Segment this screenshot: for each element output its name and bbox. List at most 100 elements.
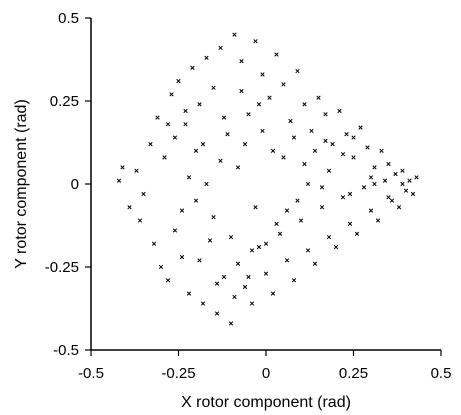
data-point-stroke bbox=[291, 135, 297, 140]
data-point bbox=[312, 148, 318, 153]
data-point-stroke bbox=[137, 218, 143, 223]
data-point-stroke bbox=[190, 65, 195, 70]
data-point-stroke bbox=[183, 122, 188, 127]
data-point-stroke bbox=[281, 155, 286, 160]
y-tick-label: 0 bbox=[71, 176, 79, 193]
data-point-stroke bbox=[351, 135, 356, 140]
data-point-stroke bbox=[400, 181, 405, 187]
data-point bbox=[354, 231, 360, 236]
data-point bbox=[274, 52, 279, 57]
data-point bbox=[214, 311, 220, 316]
data-point-stroke bbox=[172, 228, 178, 233]
data-point-stroke bbox=[340, 151, 346, 157]
data-point-stroke bbox=[263, 271, 269, 276]
data-point bbox=[379, 148, 384, 153]
data-point-stroke bbox=[284, 258, 290, 263]
data-point bbox=[344, 132, 349, 137]
data-point bbox=[172, 135, 178, 140]
data-point-stroke bbox=[260, 128, 265, 134]
data-point bbox=[193, 148, 199, 153]
data-point bbox=[333, 244, 339, 250]
data-point bbox=[368, 175, 374, 180]
x-tick-label: 0.25 bbox=[339, 365, 368, 382]
data-point bbox=[372, 165, 377, 170]
data-point-stroke bbox=[221, 274, 227, 280]
data-point bbox=[351, 135, 356, 140]
data-point bbox=[400, 168, 405, 173]
data-point-stroke bbox=[291, 278, 297, 283]
data-point bbox=[193, 198, 199, 203]
data-point bbox=[172, 228, 178, 233]
data-point bbox=[204, 181, 209, 187]
data-point-stroke bbox=[242, 142, 248, 147]
data-point bbox=[263, 241, 269, 246]
data-point bbox=[148, 142, 153, 147]
data-point-stroke bbox=[260, 72, 265, 77]
data-point-stroke bbox=[253, 205, 258, 210]
data-point-stroke bbox=[214, 281, 220, 286]
data-point-stroke bbox=[330, 142, 335, 147]
data-point-stroke bbox=[389, 198, 395, 203]
data-point-stroke bbox=[249, 248, 255, 253]
data-point bbox=[389, 198, 395, 203]
data-point-stroke bbox=[221, 115, 227, 120]
data-point bbox=[403, 188, 409, 193]
data-point-stroke bbox=[368, 208, 374, 213]
data-point-stroke bbox=[256, 102, 262, 107]
data-point-stroke bbox=[232, 294, 237, 300]
data-point bbox=[179, 254, 185, 260]
data-point bbox=[253, 205, 258, 210]
data-point bbox=[302, 161, 307, 167]
data-point bbox=[165, 122, 171, 127]
x-tick-label: 0.5 bbox=[431, 365, 452, 382]
data-point bbox=[291, 135, 297, 140]
data-point bbox=[291, 278, 297, 283]
data-point-stroke bbox=[179, 208, 185, 213]
data-point-stroke bbox=[193, 148, 199, 153]
data-point bbox=[162, 155, 167, 160]
data-point-stroke bbox=[239, 88, 244, 94]
data-point bbox=[228, 321, 234, 326]
data-point bbox=[179, 208, 185, 213]
data-point bbox=[249, 301, 255, 306]
data-point bbox=[295, 198, 300, 203]
data-point-stroke bbox=[382, 178, 388, 183]
data-point-stroke bbox=[277, 231, 283, 236]
data-point bbox=[281, 155, 286, 160]
data-point bbox=[239, 59, 244, 64]
data-point-stroke bbox=[169, 92, 174, 97]
data-point bbox=[218, 158, 223, 163]
data-point-stroke bbox=[316, 95, 321, 100]
data-point-stroke bbox=[319, 185, 325, 190]
data-point-stroke bbox=[218, 158, 223, 163]
data-point-stroke bbox=[295, 198, 300, 203]
data-point-stroke bbox=[410, 191, 416, 197]
data-point bbox=[372, 181, 377, 187]
data-point bbox=[141, 191, 146, 197]
data-point-stroke bbox=[176, 78, 181, 84]
data-point bbox=[235, 261, 241, 266]
data-point bbox=[127, 205, 132, 210]
data-point-stroke bbox=[344, 132, 349, 137]
data-point-stroke bbox=[347, 221, 353, 226]
data-point-stroke bbox=[284, 208, 290, 213]
data-point bbox=[319, 185, 325, 190]
data-point-stroke bbox=[256, 244, 262, 250]
data-point-stroke bbox=[414, 175, 419, 180]
data-point bbox=[256, 244, 262, 250]
data-point-stroke bbox=[288, 118, 293, 124]
data-point-stroke bbox=[165, 122, 171, 127]
data-point bbox=[326, 234, 332, 240]
data-point bbox=[256, 102, 262, 107]
data-point-stroke bbox=[200, 142, 206, 147]
data-point bbox=[347, 191, 353, 197]
data-point bbox=[375, 218, 381, 223]
data-point-stroke bbox=[246, 112, 251, 117]
data-point-stroke bbox=[396, 205, 402, 210]
data-point bbox=[326, 168, 332, 173]
data-point-stroke bbox=[393, 171, 398, 177]
data-point-stroke bbox=[379, 148, 384, 153]
data-point-stroke bbox=[270, 148, 276, 153]
